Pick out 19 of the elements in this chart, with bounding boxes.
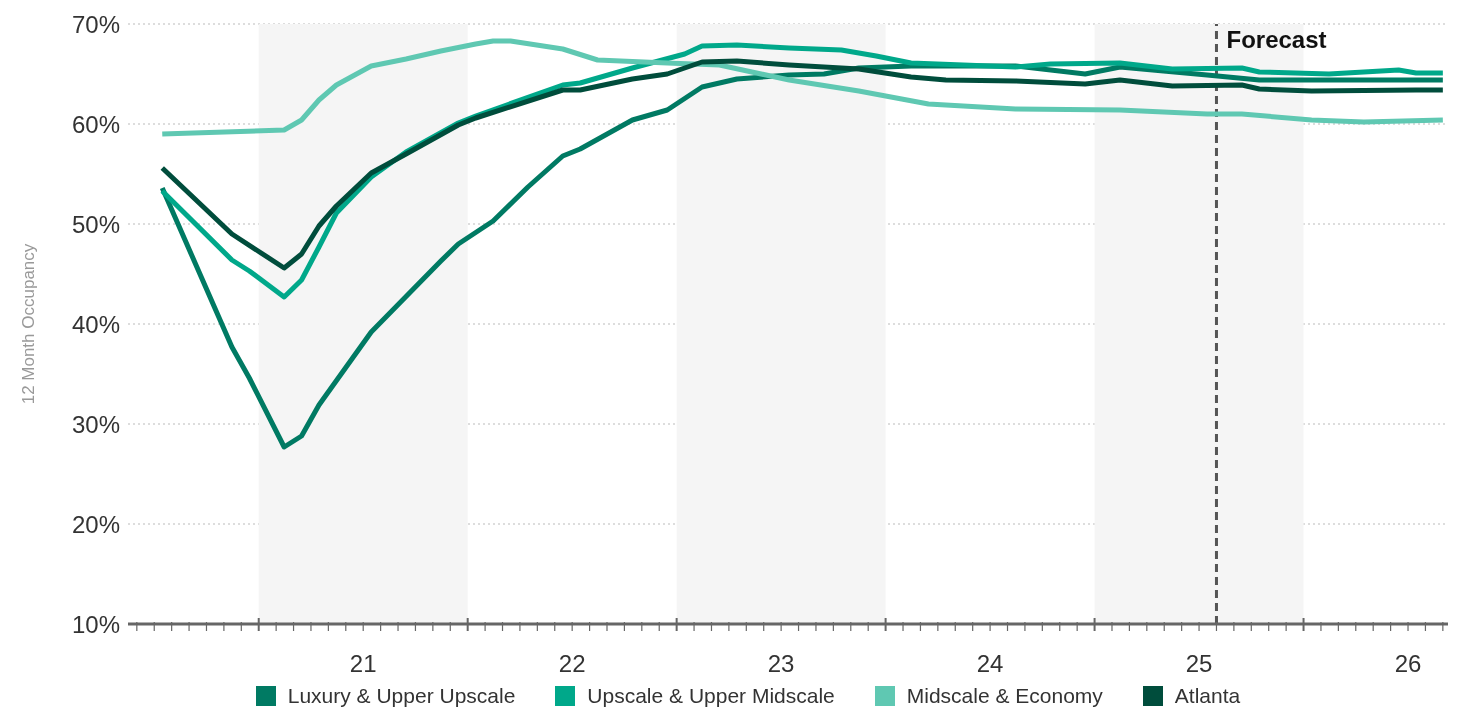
y-tick-label: 20% xyxy=(71,510,120,538)
y-tick-label: 50% xyxy=(71,210,120,238)
y-tick-label: 30% xyxy=(71,410,120,438)
x-tick-label: 21 xyxy=(349,650,377,677)
legend-label: Luxury & Upper Upscale xyxy=(287,684,516,708)
legend-label: Midscale & Economy xyxy=(906,684,1103,708)
y-tick-label: 40% xyxy=(71,310,120,338)
y-tick-label: 10% xyxy=(71,610,120,638)
ref-line-label: Forecast xyxy=(1226,26,1327,53)
legend-label: Upscale & Upper Midscale xyxy=(587,684,835,708)
x-tick-label: 22 xyxy=(558,650,586,677)
x-tick-label: 24 xyxy=(976,650,1004,677)
y-tick-label: 70% xyxy=(71,10,120,38)
x-tick-label: 26 xyxy=(1394,650,1422,677)
y-tick-label: 60% xyxy=(71,110,120,138)
y-axis-title: 12 Month Occupancy xyxy=(19,243,39,405)
legend-label: Atlanta xyxy=(1174,684,1241,708)
x-tick-label: 23 xyxy=(767,650,795,677)
x-tick-label: 25 xyxy=(1185,650,1213,677)
